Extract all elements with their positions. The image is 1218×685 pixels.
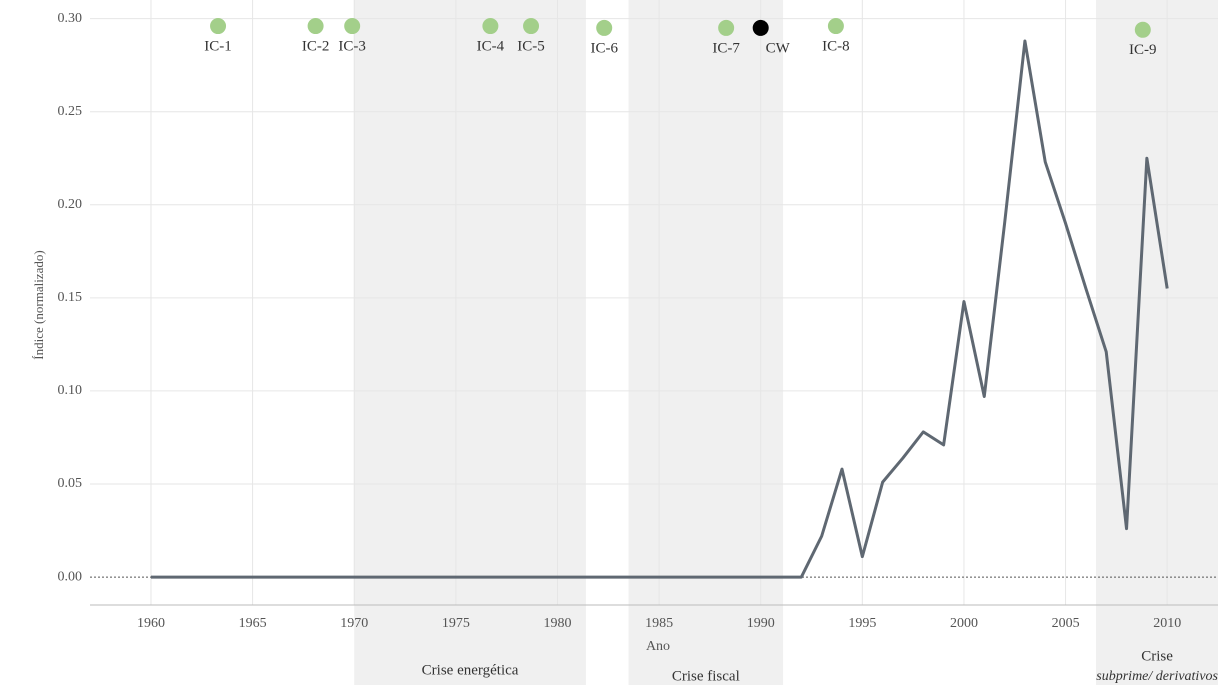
event-label: IC-6: [590, 40, 618, 56]
region-label: Crise fiscal: [672, 668, 740, 684]
y-tick-label: 0.00: [58, 569, 83, 584]
region-label: Crise: [1141, 648, 1173, 664]
shaded-region: [1096, 0, 1218, 685]
shaded-region: [354, 0, 586, 685]
event-dot: [482, 18, 499, 35]
event-dot: [307, 18, 324, 35]
event-label: IC-4: [477, 38, 505, 54]
event-dot: [596, 19, 613, 36]
event-dot: [1134, 21, 1151, 38]
y-tick-label: 0.25: [58, 104, 83, 119]
x-tick-label: 2005: [1052, 616, 1080, 631]
x-tick-label: 1975: [442, 616, 470, 631]
event-label: IC-1: [204, 38, 232, 54]
y-tick-label: 0.20: [58, 197, 83, 212]
event-dot: [344, 18, 361, 35]
event-label: IC-3: [338, 38, 366, 54]
event-label: IC-2: [302, 38, 330, 54]
shaded-region: [628, 0, 784, 685]
event-label: CW: [766, 40, 791, 56]
x-tick-label: 1960: [137, 616, 165, 631]
region-sublabel: subprime/ derivativos: [1096, 669, 1218, 684]
event-label: IC-5: [517, 38, 545, 54]
x-tick-label: 1980: [543, 616, 571, 631]
event-label: IC-7: [712, 40, 740, 56]
x-tick-label: 1990: [747, 616, 775, 631]
x-axis-label: Ano: [646, 639, 670, 654]
event-dot: [523, 18, 540, 35]
event-dot: [752, 19, 769, 36]
event-dot: [718, 19, 735, 36]
y-tick-label: 0.05: [58, 476, 83, 491]
event-label: IC-8: [822, 38, 850, 54]
x-tick-label: 2010: [1153, 616, 1181, 631]
x-tick-label: 1985: [645, 616, 673, 631]
y-tick-label: 0.15: [58, 290, 83, 305]
x-tick-label: 1995: [848, 616, 876, 631]
y-tick-label: 0.10: [58, 383, 83, 398]
data-line: [150, 39, 1169, 579]
x-tick-label: 1970: [340, 616, 368, 631]
y-axis-label: Índice (normalizado): [31, 250, 46, 359]
event-label: IC-9: [1129, 42, 1157, 58]
x-tick-label: 1965: [239, 616, 267, 631]
event-dot: [210, 18, 227, 35]
x-tick-label: 2000: [950, 616, 978, 631]
region-label: Crise energética: [422, 662, 519, 678]
y-tick-label: 0.30: [58, 11, 83, 26]
event-dot: [827, 18, 844, 35]
